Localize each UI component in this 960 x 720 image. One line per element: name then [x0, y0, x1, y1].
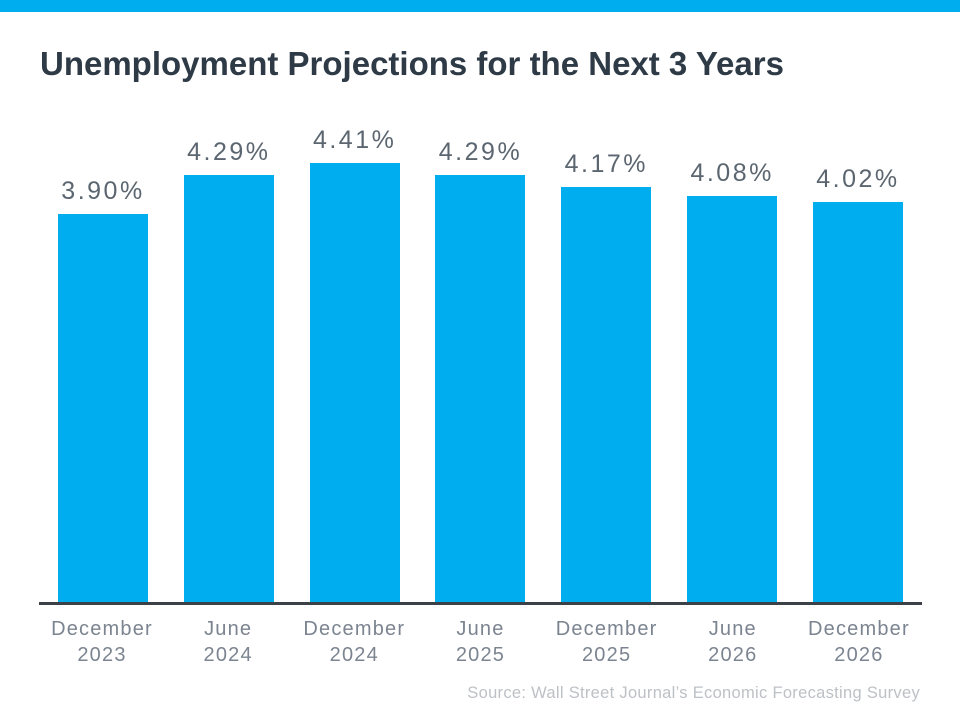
bar-value-label: 4.02%	[816, 165, 900, 193]
x-axis-label-line: June	[456, 618, 505, 640]
bar-value-label: 4.08%	[690, 159, 774, 187]
x-axis-label-line: 2023	[77, 644, 127, 666]
bar-column: 4.29%	[435, 138, 526, 602]
x-axis-label-line: 2025	[455, 644, 506, 666]
x-axis-label-line: December	[808, 618, 910, 640]
x-axis-label: December 2024	[291, 616, 417, 668]
x-axis-label: December 2026	[796, 616, 922, 668]
x-axis-label: December 2023	[39, 616, 165, 668]
bar-column: 4.08%	[687, 159, 778, 602]
plot-area: 3.90% 4.29% 4.41% 4.29% 4.17% 4.08% 4.02%	[39, 126, 922, 602]
bar	[812, 202, 903, 602]
x-axis-label-line: 2026	[708, 644, 758, 666]
bar-value-label: 4.17%	[564, 150, 648, 178]
bar	[183, 175, 274, 602]
bar-value-label: 4.29%	[438, 138, 523, 166]
bar	[309, 163, 400, 602]
x-axis-label-line: December	[303, 618, 406, 640]
bar-column: 4.17%	[561, 150, 652, 602]
x-axis-label: December 2025	[544, 616, 670, 668]
x-axis-label-line: June	[204, 618, 253, 640]
x-axis-label-line: 2024	[203, 644, 253, 666]
bar	[561, 187, 652, 602]
x-axis-label: June 2024	[165, 616, 291, 668]
bar-column: 4.29%	[183, 138, 274, 602]
x-axis-label-line: 2025	[581, 644, 632, 666]
x-axis-label-line: December	[51, 618, 153, 640]
top-accent-bar	[0, 0, 960, 12]
bar-column: 4.41%	[309, 126, 400, 602]
bar	[687, 196, 778, 602]
bar	[58, 214, 148, 602]
bar-value-label: 3.90%	[61, 177, 145, 205]
x-axis-label-line: December	[555, 618, 658, 640]
chart-title: Unemployment Projections for the Next 3 …	[40, 45, 784, 82]
bar-value-label: 4.41%	[312, 126, 397, 154]
bar	[435, 175, 526, 602]
x-axis-labels: December 2023 June 2024 December 2024 June 2025…	[39, 616, 922, 668]
x-axis-label-line: 2024	[329, 644, 379, 666]
bar-column: 4.02%	[812, 165, 903, 602]
bar-column: 3.90%	[58, 177, 148, 602]
x-axis-label: June 2025	[417, 616, 543, 668]
x-axis-label-line: 2026	[834, 644, 884, 666]
x-axis-line	[39, 602, 922, 605]
x-axis-label: June 2026	[670, 616, 796, 668]
bar-value-label: 4.29%	[187, 138, 271, 166]
source-note: Source: Wall Street Journal’s Economic F…	[467, 684, 920, 702]
x-axis-label-line: June	[708, 618, 757, 640]
